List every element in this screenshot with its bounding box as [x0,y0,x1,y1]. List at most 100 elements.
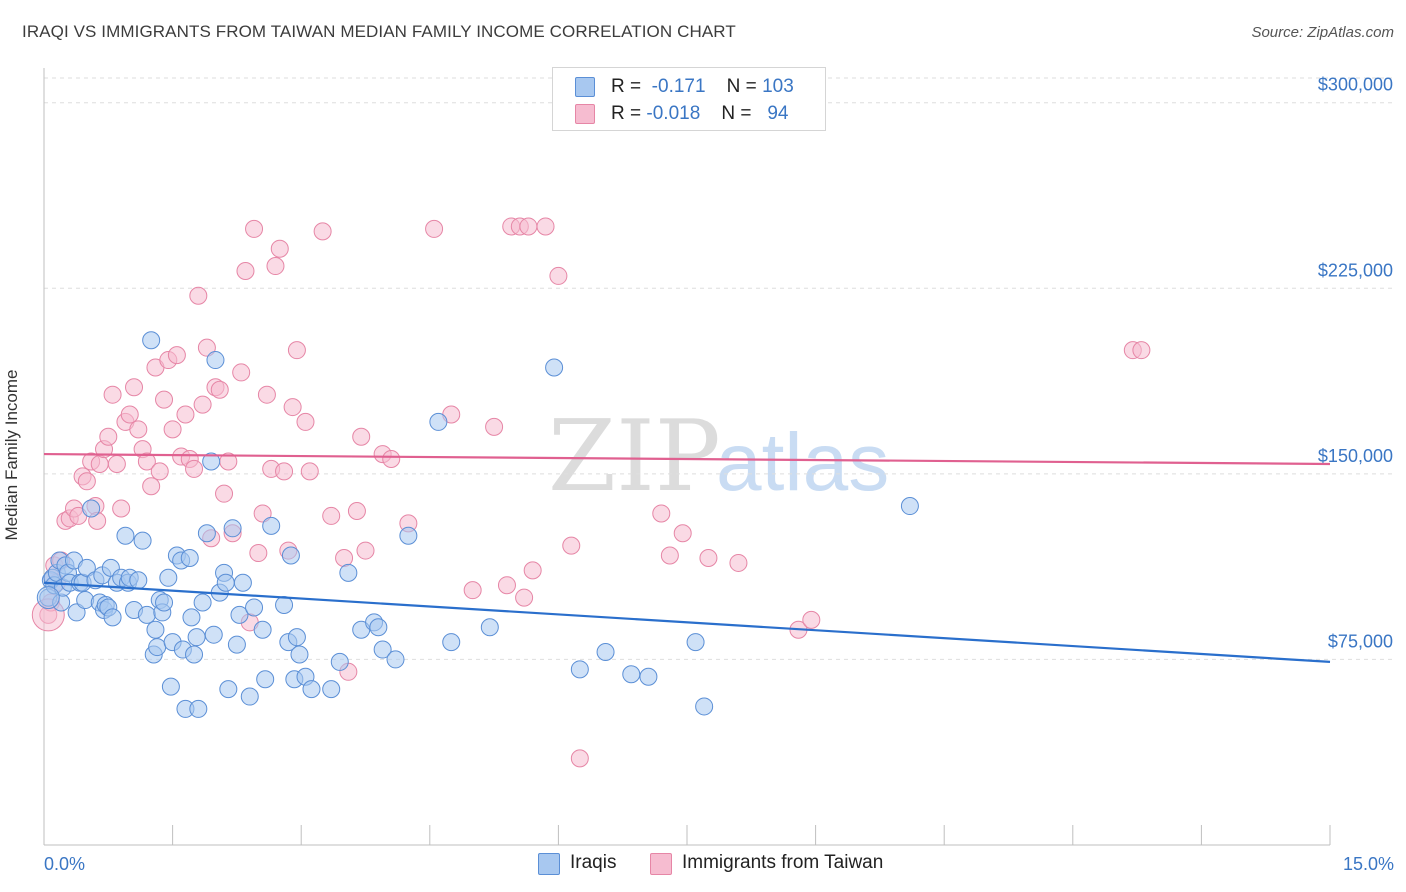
iraqi-point [161,677,180,696]
taiwan-point [197,338,216,357]
iraqi-point [219,680,238,699]
watermark-zip: ZIP [548,400,721,514]
iraqi-point [240,687,259,706]
iraqi-point [146,620,165,639]
taiwan-point [300,462,319,481]
iraqi-point [290,645,309,664]
iraqi-point [686,633,705,652]
taiwan-point [313,222,332,241]
iraqi-point [77,558,96,577]
legend-swatch-iraqis [575,77,595,97]
iraqi-point [159,568,178,587]
taiwan-point [90,454,109,473]
taiwan-point [176,405,195,424]
taiwan-point [347,501,366,520]
taiwan-point [253,504,272,523]
taiwan-point [275,462,294,481]
iraqi-point [545,358,564,377]
taiwan-point [236,261,255,280]
taiwan-point [189,286,208,305]
legend-label-taiwan: Immigrants from Taiwan [682,852,884,873]
taiwan-point [1132,341,1151,360]
chart-title: IRAQI VS IMMIGRANTS FROM TAIWAN MEDIAN F… [22,22,736,41]
iraqi-point [262,516,281,535]
n-label: N = [726,76,757,97]
r-value-iraqis: -0.171 [651,76,706,97]
iraqi-point [216,573,235,592]
iraqi-point [187,628,206,647]
taiwan-point [382,450,401,469]
taiwan-point [660,546,679,565]
taiwan-point [352,427,371,446]
taiwan-point [215,484,234,503]
legend-swatch-iraqis [538,853,560,875]
iraqi-point [230,605,249,624]
taiwan-point [335,548,354,567]
legend-text-taiwan: R = -0.018 N = 94 [611,103,788,125]
iraqi-point [322,680,341,699]
taiwan-point [125,378,144,397]
y-tick-label: $150,000 [1318,446,1393,466]
taiwan-point [232,363,251,382]
iraqi-point [185,645,204,664]
iraqi-point [202,452,221,471]
iraqi-point [253,620,272,639]
taiwan-point [497,576,516,595]
taiwan-point [287,341,306,360]
trend-lines [43,452,1331,664]
taiwan-trend-line [43,452,1331,466]
iraqi-point [116,526,135,545]
taiwan-point [103,385,122,404]
taiwan-point [120,405,139,424]
legend-swatch-taiwan [575,104,595,124]
taiwan-point [142,477,161,496]
iraqi-point [275,596,294,615]
taiwan-point [167,346,186,365]
taiwan-point [652,504,671,523]
taiwan-point [322,506,341,525]
iraqi-point [67,603,86,622]
iraqi-point [245,598,264,617]
r-label: R = [611,103,642,124]
legend-text-iraqis: R = -0.171 N = 103 [611,76,794,98]
iraqi-point [103,608,122,627]
taiwan-point [802,610,821,629]
taiwan-point [463,581,482,600]
iraqi-point [82,499,101,518]
iraqi-point [596,643,615,662]
iraqi-point [233,573,252,592]
iraqi-point [182,608,201,627]
r-label: R = [611,76,642,97]
iraqi-point [900,497,919,516]
taiwan-point [356,541,375,560]
taiwan-point [425,219,444,238]
y-tick-label: $225,000 [1318,260,1393,280]
taiwan-point [163,420,182,439]
iraqi-point [281,546,300,565]
iraqi-point [622,665,641,684]
iraqi-point [189,699,208,718]
taiwan-point [549,266,568,285]
iraqi-point [129,571,148,590]
iraqi-point [339,563,358,582]
iraqi-point [287,628,306,647]
iraqi-point [373,640,392,659]
taiwan-point [185,459,204,478]
taiwan-point [107,454,126,473]
iraqi-point [429,412,448,431]
iraqi-point [204,625,223,644]
taiwan-point [562,536,581,555]
iraqi-point [227,635,246,654]
taiwan-point [99,427,118,446]
iraqi-point [302,680,321,699]
taiwan-point [266,257,285,276]
taiwan-point [77,472,96,491]
taiwan-point [210,380,229,399]
iraqi-point [137,605,156,624]
iraqi-point [180,548,199,567]
stats-legend: R = -0.171 N = 103 R = -0.018 N = 94 [552,67,826,131]
iraqi-point [442,633,461,652]
iraqi-point [256,670,275,689]
iraqi-point [155,593,174,612]
